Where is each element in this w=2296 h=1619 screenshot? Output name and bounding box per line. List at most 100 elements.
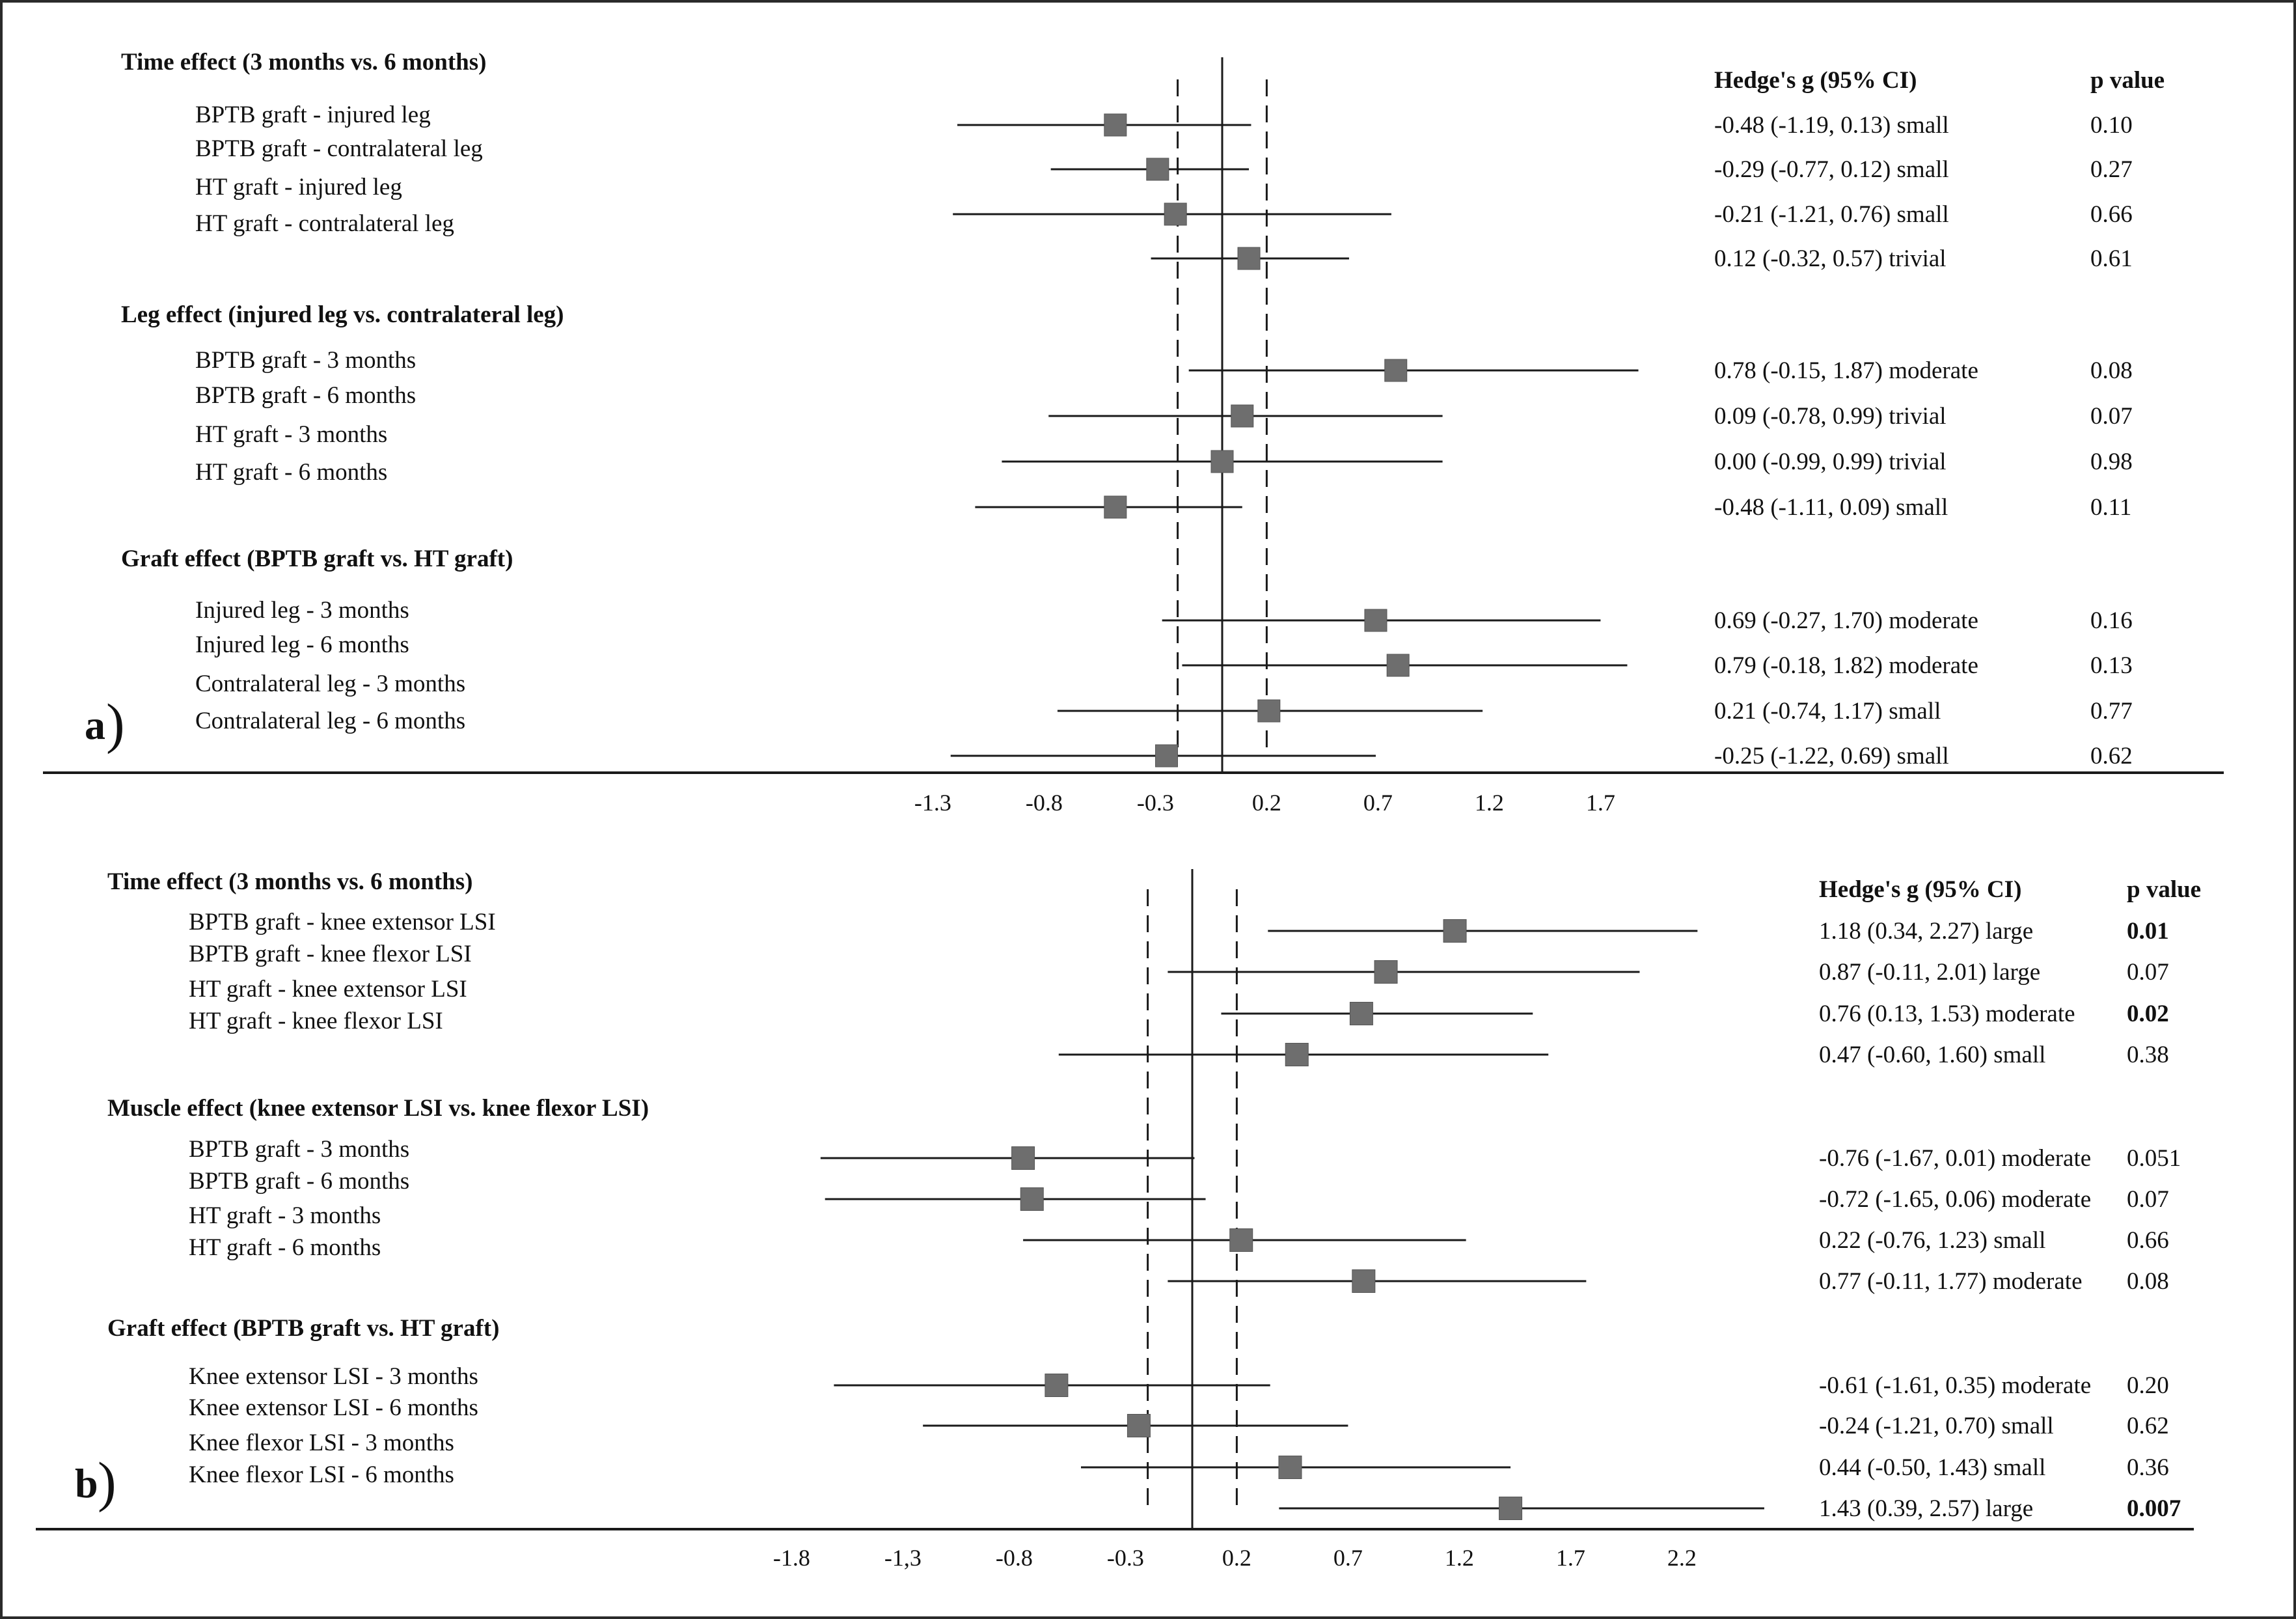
forest-row: HT graft - 3 months 0.22 (-0.76, 1.23) sm… (189, 1202, 2169, 1254)
point-estimate-marker (1210, 450, 1234, 473)
p-value: 0.36 (2127, 1454, 2169, 1481)
forest-row: HT graft - 6 months -0.48 (-1.11, 0.09) s… (195, 459, 2131, 521)
row-label: Knee extensor LSI - 3 months (189, 1363, 478, 1390)
row-label: BPTB graft - knee extensor LSI (189, 909, 496, 935)
forest-row: Knee flexor LSI - 3 months 0.44 (-0.50, 1… (189, 1430, 2169, 1481)
p-value: 0.02 (2127, 1001, 2169, 1027)
point-estimate-marker (1020, 1187, 1044, 1211)
point-estimate-marker (1386, 654, 1410, 677)
row-label: HT graft - 3 months (189, 1202, 381, 1229)
effect-size-value: -0.76 (-1.67, 0.01) moderate (1819, 1145, 2091, 1172)
point-estimate-marker (1231, 404, 1254, 428)
x-tick-label: -1,3 (884, 1545, 922, 1571)
panel-label-paren: ) (98, 1450, 116, 1513)
p-value: 0.38 (2127, 1042, 2169, 1068)
effect-size-value: 0.69 (-0.27, 1.70) moderate (1714, 607, 1978, 634)
row-label: BPTB graft - knee flexor LSI (189, 941, 472, 967)
point-estimate-marker (1237, 247, 1261, 270)
p-value: 0.77 (2090, 698, 2133, 725)
p-value: 0.66 (2127, 1227, 2169, 1254)
panel-label: b (75, 1460, 98, 1506)
forest-row: Knee extensor LSI - 6 months -0.24 (-1.21… (189, 1394, 2169, 1439)
row-label: HT graft - 6 months (195, 459, 387, 486)
forest-row: Knee extensor LSI - 3 months -0.61 (-1.61… (189, 1363, 2169, 1399)
forest-row: BPTB graft - 3 months 0.78 (-0.15, 1.87) … (195, 347, 2133, 384)
x-tick-label: -0.8 (1026, 790, 1063, 816)
point-estimate-marker (1104, 113, 1127, 137)
row-label: HT graft - injured leg (195, 174, 402, 201)
row-label: BPTB graft - injured leg (195, 102, 431, 128)
effect-size-value: -0.72 (-1.65, 0.06) moderate (1819, 1186, 2091, 1213)
forest-row: BPTB graft - knee flexor LSI 0.87 (-0.11,… (189, 941, 2169, 986)
p-value: 0.62 (2127, 1413, 2169, 1439)
forest-row: HT graft - 6 months 0.77 (-0.11, 1.77) mo… (189, 1234, 2169, 1295)
point-estimate-marker (1384, 359, 1408, 382)
p-value-column-header: p value (2090, 67, 2165, 94)
p-value: 0.27 (2090, 156, 2133, 183)
effect-size-value: 1.43 (0.39, 2.57) large (1819, 1495, 2033, 1522)
effect-size-column-header: Hedge's g (95% CI) (1714, 67, 1917, 94)
group-title: Leg effect (injured leg vs. contralatera… (121, 301, 564, 328)
x-tick-label: -0.3 (1137, 790, 1174, 816)
effect-size-value: 0.44 (-0.50, 1.43) small (1819, 1454, 2045, 1481)
effect-size-value: 0.22 (-0.76, 1.23) small (1819, 1227, 2045, 1254)
point-estimate-marker (1155, 744, 1178, 768)
forest-row: HT graft - knee extensor LSI 0.76 (0.13, … (189, 976, 2169, 1027)
effect-size-value: 0.00 (-0.99, 0.99) trivial (1714, 449, 1947, 475)
row-label: Knee flexor LSI - 3 months (189, 1430, 454, 1456)
row-label: HT graft - knee flexor LSI (189, 1008, 443, 1034)
row-label: BPTB graft - 6 months (195, 382, 416, 409)
point-estimate-marker (1443, 919, 1467, 943)
x-tick-label: -1.8 (773, 1545, 810, 1571)
forest-row: HT graft - 3 months 0.00 (-0.99, 0.99) tr… (195, 421, 2133, 475)
p-value: 0.051 (2127, 1145, 2181, 1172)
point-estimate-marker (1499, 1497, 1523, 1520)
x-tick-label: -0.8 (996, 1545, 1033, 1571)
point-estimate-marker (1045, 1374, 1069, 1397)
effect-size-column-header: Hedge's g (95% CI) (1819, 876, 2021, 903)
p-value: 0.01 (2127, 918, 2169, 945)
panel-b: -1.8 -1,3 -0.8 -0.3 0.2 0.7 1.2 1.7 2.2 Hedge's g… (36, 868, 2201, 1571)
p-value: 0.07 (2090, 403, 2133, 430)
forest-row: Knee flexor LSI - 6 months 1.43 (0.39, 2.… (189, 1461, 2181, 1522)
effect-size-value: 0.87 (-0.11, 2.01) large (1819, 959, 2040, 986)
x-tick-label: 1.7 (1556, 1545, 1585, 1571)
forest-row: BPTB graft - 6 months -0.72 (-1.65, 0.06)… (189, 1168, 2169, 1213)
x-tick-label: -1.3 (914, 790, 951, 816)
panel-label-paren: ) (106, 692, 125, 754)
row-label: HT graft - contralateral leg (195, 210, 454, 237)
forest-row: BPTB graft - injured leg -0.48 (-1.19, 0.… (195, 102, 2133, 139)
x-tick-label: 0.7 (1363, 790, 1393, 816)
effect-size-value: -0.25 (-1.22, 0.69) small (1714, 743, 1949, 769)
x-tick-label: -0.3 (1107, 1545, 1144, 1571)
x-tick-label: 1.2 (1445, 1545, 1474, 1571)
point-estimate-marker (1229, 1228, 1253, 1252)
p-value: 0.07 (2127, 959, 2169, 986)
forest-row: Injured leg - 6 months 0.79 (-0.18, 1.82)… (195, 631, 2133, 679)
forest-row: Injured leg - 3 months 0.69 (-0.27, 1.70)… (195, 597, 2133, 634)
p-value: 0.66 (2090, 201, 2133, 228)
x-tick-label: 2.2 (1667, 1545, 1697, 1571)
p-value: 0.98 (2090, 449, 2133, 475)
forest-row: BPTB graft - contralateral leg -0.29 (-0.… (195, 135, 2133, 183)
row-label: BPTB graft - 6 months (189, 1168, 409, 1195)
panel-label: a (85, 702, 105, 748)
effect-size-value: 0.09 (-0.78, 0.99) trivial (1714, 403, 1947, 430)
point-estimate-marker (1257, 699, 1281, 723)
row-label: Injured leg - 6 months (195, 631, 409, 658)
forest-row: BPTB graft - 6 months 0.09 (-0.78, 0.99) … (195, 382, 2133, 430)
point-estimate-marker (1374, 960, 1398, 984)
point-estimate-marker (1285, 1043, 1309, 1066)
group-title: Graft effect (BPTB graft vs. HT graft) (107, 1315, 499, 1342)
p-value: 0.11 (2090, 494, 2131, 521)
x-tick-label: 0.2 (1222, 1545, 1251, 1571)
x-tick-label: 1.7 (1586, 790, 1615, 816)
group-title: Graft effect (BPTB graft vs. HT graft) (121, 546, 513, 572)
p-value: 0.10 (2090, 112, 2133, 139)
point-estimate-marker (1352, 1269, 1376, 1293)
forest-row: BPTB graft - knee extensor LSI 1.18 (0.34… (189, 909, 2169, 945)
point-estimate-marker (1164, 202, 1187, 226)
group-title: Time effect (3 months vs. 6 months) (107, 868, 472, 895)
point-estimate-marker (1011, 1146, 1035, 1170)
